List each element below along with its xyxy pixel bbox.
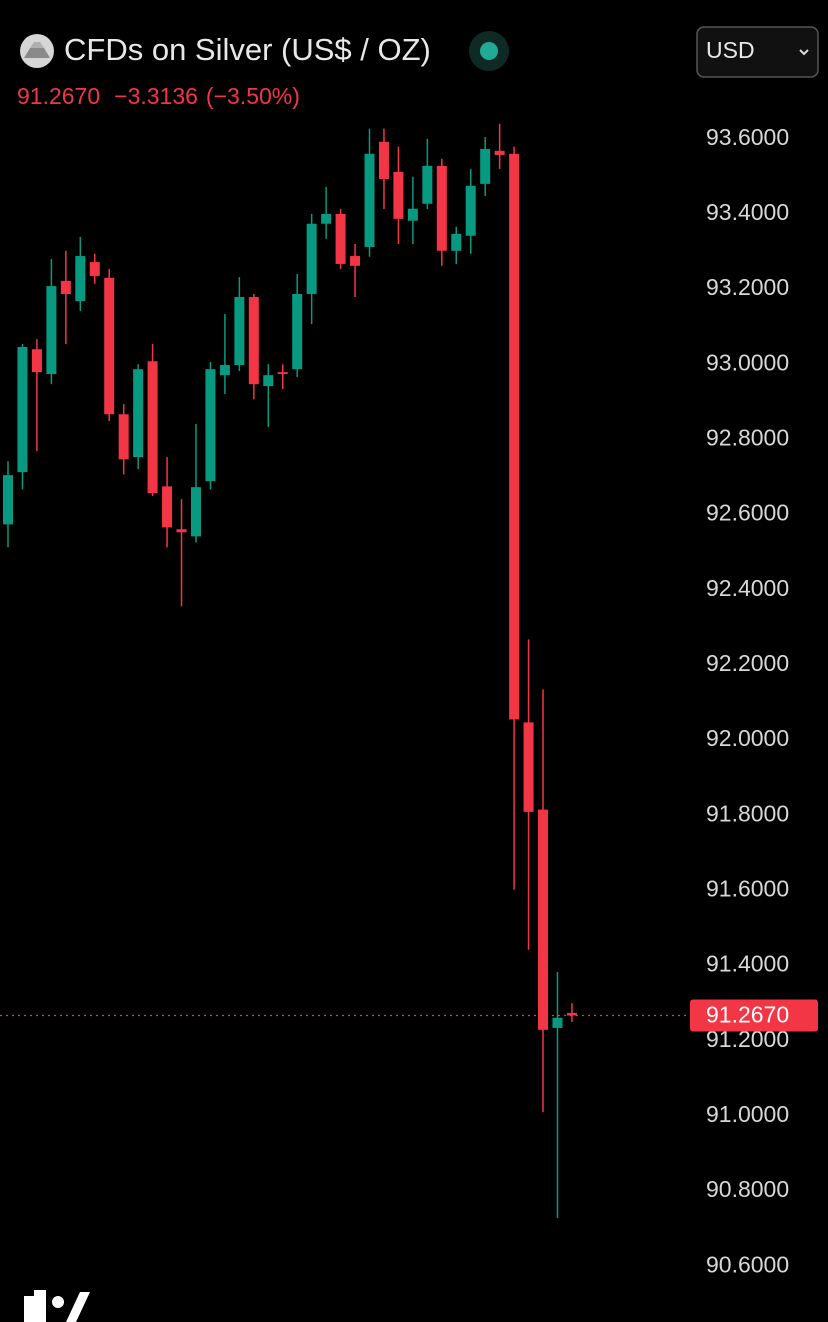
candle-body (176, 529, 187, 533)
candle-body (3, 475, 13, 525)
candle-body (263, 375, 274, 387)
y-tick-label: 91.0000 (706, 1101, 789, 1127)
y-tick-label: 90.6000 (706, 1251, 789, 1277)
candle-body (552, 1017, 563, 1028)
y-tick-label: 92.4000 (706, 575, 789, 601)
y-tick-label: 93.0000 (706, 349, 789, 375)
currency-select[interactable]: USD (696, 26, 819, 78)
header-change-percent: (−3.50%) (206, 83, 300, 109)
y-tick-label: 93.4000 (706, 199, 789, 225)
candle-body (480, 148, 491, 184)
candle-body (378, 141, 389, 179)
currency-label[interactable]: USD (706, 37, 755, 63)
candle-body (162, 486, 173, 528)
y-tick-label: 92.6000 (706, 500, 789, 526)
last-price-tag (690, 999, 818, 1032)
market-status (469, 31, 509, 71)
last-price-label: 91.2670 (706, 1002, 789, 1028)
candle-body (234, 297, 245, 366)
y-tick-label: 93.2000 (706, 274, 789, 300)
y-tick-label: 91.8000 (706, 800, 789, 826)
candle-body (422, 165, 433, 204)
candle-body (538, 809, 549, 1030)
symbol-icon (20, 34, 54, 68)
candle-body (306, 223, 317, 294)
chart-title: CFDs on Silver (US$ / OZ) (64, 32, 431, 67)
candle-body (133, 369, 144, 458)
candle-body (277, 372, 288, 375)
logo (24, 1290, 90, 1322)
candle-body (451, 233, 462, 251)
header-price: 91.2670 (17, 83, 100, 109)
candle-body (350, 256, 361, 266)
candle-body (436, 165, 447, 251)
y-tick-label: 92.2000 (706, 650, 789, 676)
candle-body (219, 365, 230, 376)
candle-body (364, 153, 375, 248)
y-tick-label: 92.8000 (706, 425, 789, 451)
candle-body (89, 262, 100, 276)
candle-body (566, 1012, 577, 1016)
candle-body (190, 487, 201, 537)
candle-body (60, 280, 71, 294)
candle-body (17, 346, 28, 473)
candle-body (248, 297, 259, 385)
candle-body (46, 286, 57, 375)
y-tick-label: 92.0000 (706, 725, 789, 751)
candle-body (147, 361, 158, 494)
y-tick-label: 91.4000 (706, 951, 789, 977)
candle-body (205, 369, 216, 482)
candle-body (321, 213, 332, 224)
candle-body (31, 349, 42, 373)
candle-body (465, 185, 476, 236)
candle-body (75, 256, 86, 302)
header-change: −3.3136 (114, 83, 198, 109)
candle-body (292, 293, 303, 370)
y-tick-label: 91.6000 (706, 875, 789, 901)
y-tick-label: 90.8000 (706, 1176, 789, 1202)
y-tick-label: 93.6000 (706, 124, 789, 150)
candle-body (509, 153, 520, 720)
candle-body (393, 171, 404, 219)
candle-body (407, 208, 418, 221)
candle-body (104, 277, 115, 415)
candle-body (335, 213, 346, 264)
candle-body (118, 414, 129, 460)
candle-body (523, 722, 534, 812)
candle-body (494, 150, 505, 155)
